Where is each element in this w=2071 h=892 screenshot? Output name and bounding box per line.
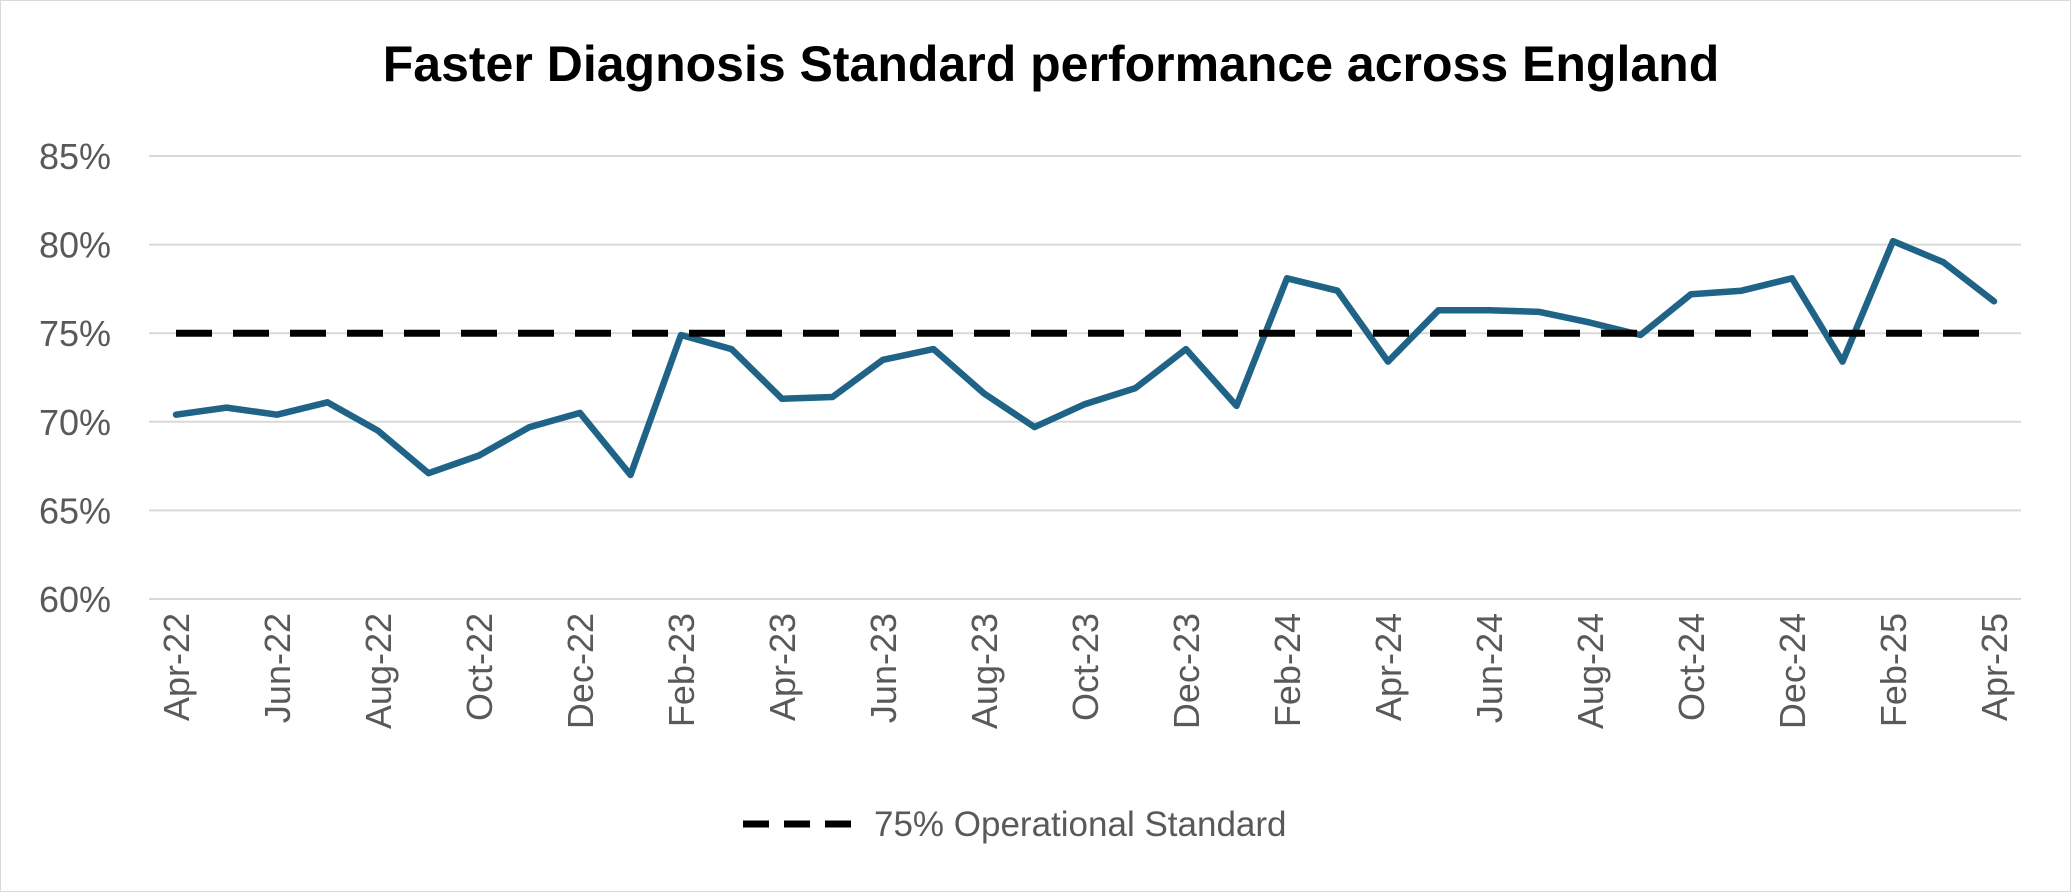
data-point-Dec-23: [1184, 347, 1188, 351]
data-point-May-24: [1437, 308, 1440, 312]
data-point-Aug-22: [376, 429, 380, 433]
data-point-Apr-25: [1992, 299, 1996, 303]
data-point-Jul-22: [326, 400, 329, 404]
data-point-Feb-25: [1891, 239, 1895, 243]
y-tick-label-60: 60%: [39, 579, 111, 620]
x-tick-label-Dec-22: Dec-22: [560, 613, 601, 729]
data-point-Mar-24: [1336, 289, 1339, 293]
legend: 75% Operational Standard: [743, 805, 1287, 844]
data-point-Oct-22: [477, 453, 481, 457]
x-tick-label-Apr-23: Apr-23: [762, 613, 803, 721]
data-point-Apr-24: [1386, 360, 1390, 364]
x-tick-label-Apr-22: Apr-22: [156, 613, 197, 721]
gridlines: [149, 155, 2021, 600]
data-point-Sep-22: [427, 471, 430, 475]
y-tick-label-80: 80%: [39, 225, 111, 266]
y-tick-label-65: 65%: [39, 490, 111, 531]
x-tick-label-Oct-24: Oct-24: [1671, 613, 1712, 721]
data-point-Dec-24: [1790, 276, 1794, 280]
data-point-Jun-23: [881, 358, 885, 362]
data-point-Nov-24: [1740, 289, 1743, 293]
x-tick-label-Aug-22: Aug-22: [358, 613, 399, 729]
x-tick-label-Jun-24: Jun-24: [1469, 613, 1510, 723]
data-point-May-22: [225, 406, 228, 410]
x-axis-tick-labels: Apr-22 Jun-22 Aug-22 Oct-22 Dec-22 Feb-23 Apr-…: [156, 613, 2015, 729]
data-point-Nov-22: [528, 425, 531, 429]
data-point-Oct-23: [1083, 402, 1087, 406]
data-point-Jul-24: [1538, 310, 1541, 314]
y-tick-label-75: 75%: [39, 313, 111, 354]
data-point-Nov-23: [1134, 386, 1137, 390]
data-point-May-23: [831, 395, 834, 399]
x-tick-label-Dec-24: Dec-24: [1772, 613, 1813, 729]
data-point-Sep-24: [1639, 333, 1642, 337]
data-point-Dec-22: [578, 411, 582, 415]
y-tick-label-70: 70%: [39, 402, 111, 443]
fds-performance-line: [172, 237, 1998, 479]
data-point-Aug-23: [982, 391, 986, 395]
x-tick-label-Feb-24: Feb-24: [1267, 613, 1308, 727]
series-lines: [172, 237, 1998, 479]
data-point-Feb-24: [1285, 276, 1289, 280]
x-tick-label-Aug-23: Aug-23: [964, 613, 1005, 729]
x-tick-label-Dec-23: Dec-23: [1166, 613, 1207, 729]
x-tick-label-Apr-24: Apr-24: [1368, 613, 1409, 721]
x-tick-label-Jun-23: Jun-23: [863, 613, 904, 723]
x-tick-label-Aug-24: Aug-24: [1570, 613, 1611, 729]
data-point-Jan-23: [629, 473, 632, 477]
x-tick-label-Oct-22: Oct-22: [459, 613, 500, 721]
data-point-Apr-23: [780, 397, 784, 401]
data-point-Mar-25: [1942, 260, 1945, 264]
x-tick-label-Jun-22: Jun-22: [257, 613, 298, 723]
data-point-Sep-23: [1033, 425, 1036, 429]
legend-label-operational-standard: 75% Operational Standard: [874, 805, 1287, 844]
chart-title: Faster Diagnosis Standard performance ac…: [383, 36, 1720, 92]
data-point-Aug-24: [1588, 321, 1592, 325]
data-point-Jun-24: [1487, 308, 1491, 312]
y-tick-label-85: 85%: [39, 136, 111, 177]
x-tick-label-Apr-25: Apr-25: [1974, 613, 2015, 721]
x-tick-label-Feb-23: Feb-23: [661, 613, 702, 727]
data-point-Jul-23: [932, 347, 935, 351]
x-tick-label-Oct-23: Oct-23: [1065, 613, 1106, 721]
data-point-Jan-24: [1235, 404, 1238, 408]
data-point-Oct-24: [1689, 292, 1693, 296]
y-axis-tick-labels: 60% 65% 70% 75% 80% 85%: [39, 136, 111, 620]
data-point-Jan-25: [1841, 360, 1844, 364]
data-point-Mar-23: [730, 347, 733, 351]
data-point-Feb-23: [679, 333, 683, 337]
x-tick-label-Feb-25: Feb-25: [1873, 613, 1914, 727]
data-point-Jun-22: [275, 413, 279, 417]
data-point-Apr-22: [174, 413, 178, 417]
